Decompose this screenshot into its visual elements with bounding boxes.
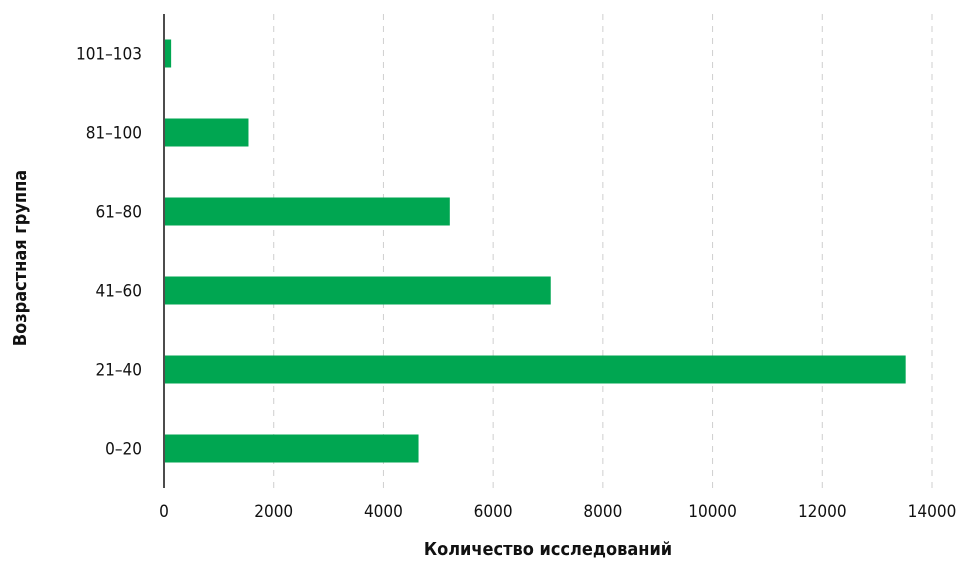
y-tick-label: 61–80 xyxy=(95,203,142,223)
x-tick-label: 14000 xyxy=(908,502,957,522)
x-tick-label: 2000 xyxy=(254,502,293,522)
y-tick-label: 41–60 xyxy=(95,282,142,302)
x-tick-label: 0 xyxy=(159,502,169,522)
y-tick-label: 81–100 xyxy=(86,124,142,144)
x-tick-labels: 0 2000 4000 6000 8000 10000 12000 14000 xyxy=(159,502,956,522)
bars xyxy=(165,39,906,463)
x-tick-label: 6000 xyxy=(474,502,513,522)
y-axis-title: Возрастная группа xyxy=(10,170,31,346)
y-tick-label: 0–20 xyxy=(105,440,142,460)
y-tick-label: 101–103 xyxy=(76,45,142,65)
x-tick-label: 4000 xyxy=(364,502,403,522)
x-tick-label: 8000 xyxy=(583,502,622,522)
bar xyxy=(165,118,249,147)
bar xyxy=(165,355,906,384)
bar xyxy=(165,276,551,305)
x-tick-label: 12000 xyxy=(798,502,847,522)
x-axis-title: Количество исследований xyxy=(424,539,672,560)
bar xyxy=(165,434,419,463)
bar xyxy=(165,39,172,68)
y-tick-label: 21–40 xyxy=(95,361,142,381)
x-tick-label: 10000 xyxy=(688,502,737,522)
gridlines xyxy=(273,14,933,488)
bar xyxy=(165,197,450,226)
y-tick-labels: 0–20 21–40 41–60 61–80 81–100 101–103 xyxy=(76,45,142,460)
